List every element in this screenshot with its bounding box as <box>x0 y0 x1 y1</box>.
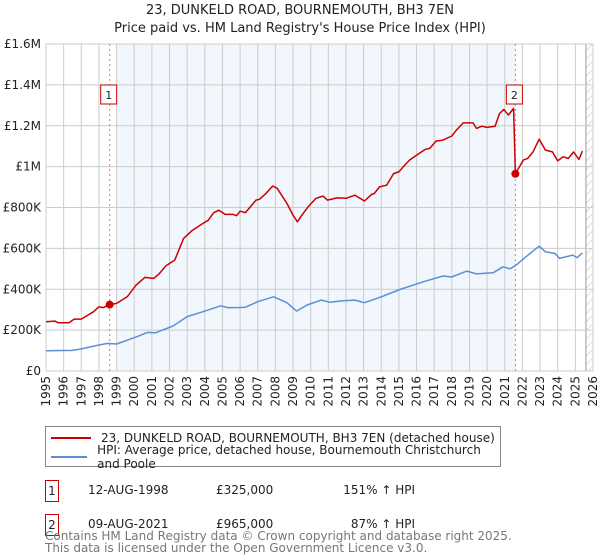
y-tick-label: £600K <box>3 241 43 255</box>
x-tick-label: 2019 <box>462 376 476 407</box>
x-tick-label: 2017 <box>427 376 441 407</box>
footer-copyright: Contains HM Land Registry data © Crown c… <box>45 529 512 543</box>
x-tick-label: 2025 <box>568 376 582 407</box>
transaction-price: £965,000 <box>216 517 274 531</box>
transaction-hpi: 87% ↑ HPI <box>350 517 415 531</box>
legend-swatch-red <box>51 437 91 439</box>
sale-label-box <box>505 84 523 105</box>
x-tick-label: 1998 <box>92 376 106 407</box>
x-tick-label: 2009 <box>286 376 300 407</box>
x-tick-label: 2006 <box>233 376 247 407</box>
footer-licence: This data is licensed under the Open Gov… <box>45 541 428 555</box>
legend-label: 23, DUNKELD ROAD, BOURNEMOUTH, BH3 7EN (… <box>101 431 495 445</box>
property-price-line <box>45 107 584 324</box>
x-tick-label: 2007 <box>251 376 265 407</box>
x-tick-label: 2015 <box>392 376 406 407</box>
transaction-hpi: 151% ↑ HPI <box>343 483 415 497</box>
hpi-line <box>45 245 583 352</box>
chart-subtitle: Price paid vs. HM Land Registry's House … <box>114 21 486 36</box>
chart-title: 23, DUNKELD ROAD, BOURNEMOUTH, BH3 7EN <box>145 3 455 18</box>
x-tick-label: 2020 <box>480 376 494 407</box>
transaction-marker: 2 <box>45 514 59 536</box>
x-tick-label: 1996 <box>57 376 71 407</box>
legend-label: HPI: Average price, detached house, Bour… <box>97 443 481 471</box>
x-tick-label: 2001 <box>145 376 159 407</box>
y-tick-label: £800K <box>3 201 43 215</box>
transaction-date: 09-AUG-2021 <box>88 517 169 531</box>
y-tick-label: £400K <box>3 282 43 296</box>
x-tick-label: 2013 <box>357 376 371 407</box>
x-tick-label: 2005 <box>215 376 229 407</box>
legend-item-property: 23, DUNKELD ROAD, BOURNEMOUTH, BH3 7EN (… <box>51 429 495 447</box>
transaction-marker: 1 <box>45 480 59 502</box>
x-tick-label: 2004 <box>198 376 212 407</box>
legend-swatch-blue <box>51 456 88 458</box>
legend: 23, DUNKELD ROAD, BOURNEMOUTH, BH3 7EN (… <box>45 426 501 471</box>
x-tick-label: 2012 <box>339 376 353 407</box>
x-tick-label: 2010 <box>304 376 318 407</box>
x-tick-label: 2000 <box>127 376 141 407</box>
sale-label: 1 <box>105 89 112 102</box>
x-tick-label: 1997 <box>74 376 88 407</box>
x-tick-label: 2011 <box>321 376 335 407</box>
x-tick-label: 1999 <box>110 376 124 407</box>
y-tick-label: £0 <box>26 364 41 378</box>
sale-label: 2 <box>511 89 518 102</box>
footer: Contains HM Land Registry data © Crown c… <box>45 530 512 554</box>
sale-point <box>511 169 520 178</box>
x-tick-label: 1995 <box>39 376 53 407</box>
y-tick-label: £1.6M <box>4 37 41 51</box>
x-tick-label: 2016 <box>410 376 424 407</box>
x-tick-label: 2026 <box>586 376 600 407</box>
x-tick-label: 2018 <box>445 376 459 407</box>
x-tick-label: 2023 <box>533 376 547 407</box>
legend-item-hpi: HPI: Average price, detached house, Bour… <box>51 443 500 471</box>
sale-point <box>105 300 114 309</box>
x-tick-label: 2024 <box>551 376 565 407</box>
transaction-date: 12-AUG-1998 <box>88 483 169 497</box>
x-tick-label: 2021 <box>498 376 512 407</box>
transaction-price: £325,000 <box>216 483 274 497</box>
price-chart: 1995 1996 1997 1998 1999 2000 2001 2002 2003 2004… <box>3 37 600 407</box>
x-tick-label: 2014 <box>374 376 388 407</box>
x-tick-label: 2008 <box>268 376 282 407</box>
y-tick-label: £200K <box>3 323 43 337</box>
y-tick-label: £1.4M <box>4 78 41 92</box>
x-tick-label: 2003 <box>180 376 194 407</box>
x-tick-label: 2022 <box>515 376 529 407</box>
y-tick-label: £1M <box>15 160 41 174</box>
x-tick-label: 2002 <box>163 376 177 407</box>
sale-label-box <box>100 84 118 105</box>
y-tick-label: £1.2M <box>4 119 41 133</box>
